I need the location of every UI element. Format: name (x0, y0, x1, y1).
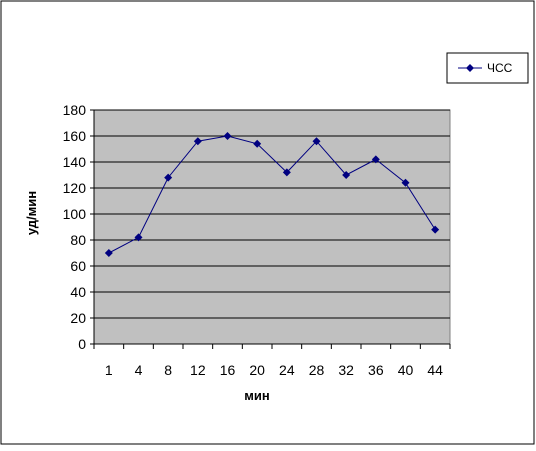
data-point (223, 132, 232, 140)
x-tick-label: 4 (135, 362, 143, 378)
x-tick-label: 12 (190, 362, 206, 378)
x-tick-label: 32 (338, 362, 354, 378)
y-tick-label: 60 (70, 258, 86, 274)
data-point (104, 249, 113, 257)
y-tick-label: 180 (63, 102, 87, 118)
x-axis-label: мин (244, 388, 269, 403)
x-tick-label: 16 (220, 362, 236, 378)
data-point (401, 178, 410, 187)
data-point (253, 139, 262, 148)
axes: 0 20 40 60 80 100 120 140 160 180 1 4 8 12 16 20 24 28 32 3… (63, 102, 451, 378)
data-point (164, 173, 173, 182)
x-tick-label: 44 (427, 362, 443, 378)
x-tick-label: 8 (164, 362, 172, 378)
y-tick-label: 0 (78, 336, 86, 352)
series-group (104, 132, 440, 257)
gridlines (94, 109, 450, 319)
series-line (108, 135, 436, 254)
y-tick-label: 20 (70, 310, 86, 326)
data-point (312, 137, 321, 146)
x-tick-label: 1 (105, 362, 113, 378)
y-tick-label: 140 (63, 154, 87, 170)
x-tick-label: 20 (249, 362, 265, 378)
data-point (371, 155, 380, 164)
x-tick-label: 40 (398, 362, 414, 378)
data-point (193, 137, 202, 146)
data-point (431, 225, 440, 234)
legend-label: ЧСС (487, 61, 513, 75)
y-tick-label: 100 (63, 206, 87, 222)
legend: ЧСС (446, 52, 529, 84)
plot-area (93, 109, 451, 345)
data-point (282, 168, 291, 177)
x-tick-label: 24 (279, 362, 295, 378)
x-tick-label: 36 (368, 362, 384, 378)
legend-marker (466, 64, 474, 72)
y-tick-label: 40 (70, 284, 86, 300)
y-axis-label: уд/мин (24, 191, 39, 235)
data-point (134, 233, 143, 242)
y-tick-label: 80 (70, 232, 86, 248)
x-tick-label: 28 (309, 362, 325, 378)
data-point (342, 171, 351, 179)
y-tick-label: 160 (63, 128, 87, 144)
y-tick-label: 120 (63, 180, 87, 196)
